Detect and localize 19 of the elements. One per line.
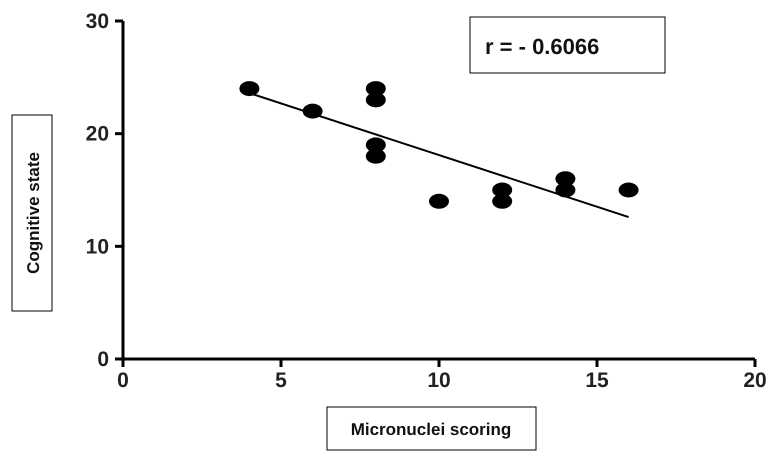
point	[366, 148, 386, 164]
x-tick-label: 20	[743, 369, 767, 392]
x-axis-title: Micronuclei scoring	[350, 420, 512, 439]
y-axis-title: Cognitive state	[24, 152, 43, 274]
x-tick-label: 10	[427, 369, 451, 392]
x-tick-label: 15	[585, 369, 609, 392]
x-tick-label: 0	[117, 369, 129, 392]
y-tick-label: 10	[86, 235, 109, 258]
annotation: r = - 0.6066	[485, 34, 600, 59]
x-tick-label: 5	[275, 369, 288, 392]
y-tick-label: 0	[97, 348, 109, 371]
point	[239, 81, 260, 96]
point	[366, 92, 386, 108]
point	[492, 194, 512, 209]
point	[429, 194, 449, 209]
point	[618, 182, 639, 198]
point	[555, 182, 576, 198]
y-tick-label: 20	[86, 122, 109, 146]
y-tick-label: 30	[86, 10, 109, 33]
